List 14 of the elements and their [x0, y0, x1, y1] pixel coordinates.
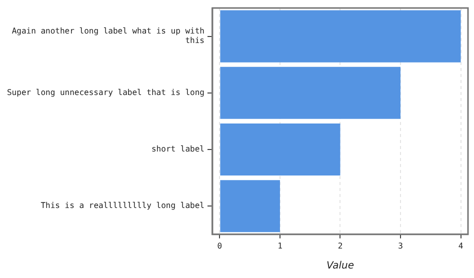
x-tick-label: 2 — [338, 241, 343, 250]
x-axis-title: Value — [326, 260, 354, 272]
bar — [220, 123, 340, 176]
bar — [220, 66, 400, 119]
bar — [220, 180, 280, 232]
x-tick-label: 3 — [398, 241, 404, 250]
y-tick-label: This is a reallllllllly long label — [40, 201, 205, 210]
x-tick-label: 1 — [278, 241, 283, 250]
y-tick-label: Super long unnecessary label that is long — [6, 88, 205, 97]
bar — [220, 10, 461, 62]
x-tick-label: 4 — [458, 241, 464, 250]
x-tick-label: 0 — [217, 241, 222, 250]
y-tick-label: Again another long label what is up with this — [12, 26, 205, 46]
y-tick-label: short label — [151, 144, 205, 154]
